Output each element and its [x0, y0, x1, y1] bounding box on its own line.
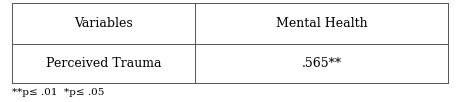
- Text: Perceived Trauma: Perceived Trauma: [45, 57, 161, 70]
- Text: **p≤ .01  *p≤ .05: **p≤ .01 *p≤ .05: [11, 88, 104, 97]
- Text: .565**: .565**: [301, 57, 341, 70]
- Text: Variables: Variables: [74, 17, 132, 30]
- Text: Mental Health: Mental Health: [275, 17, 367, 30]
